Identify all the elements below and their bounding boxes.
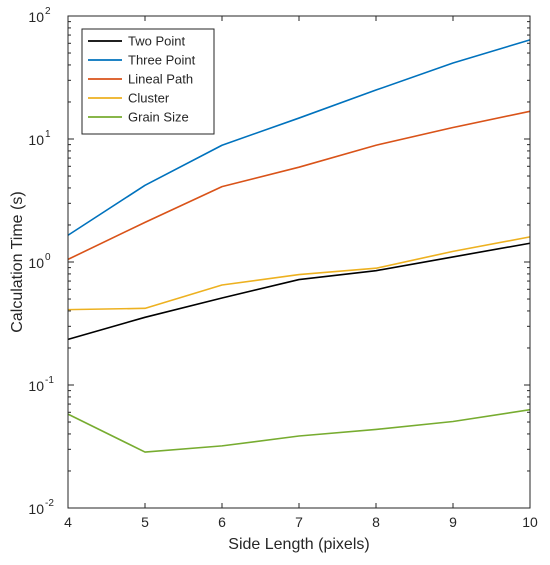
x-tick-label: 9 [449, 514, 457, 530]
x-tick-label: 8 [372, 514, 380, 530]
series-line-lineal-path [67, 110, 531, 261]
y-tick-label: 10 [28, 132, 44, 148]
y-tick-label: 10 [28, 501, 44, 517]
legend-label: Lineal Path [128, 72, 193, 87]
y-tick-base: 10 [28, 255, 44, 271]
legend-label: Two Point [128, 34, 185, 49]
y-tick-exponent: -2 [45, 498, 54, 509]
y-tick-base: 10 [28, 132, 44, 148]
legend-label: Grain Size [128, 110, 189, 125]
series-layer [67, 39, 531, 453]
y-tick-base: 10 [28, 501, 44, 517]
y-tick-base: 10 [28, 9, 44, 25]
y-tick-exponent: 1 [45, 129, 51, 140]
y-tick-exponent: 2 [45, 6, 51, 17]
x-tick-label: 4 [64, 514, 72, 530]
x-tick-label: 6 [218, 514, 226, 530]
y-tick-exponent: -1 [45, 375, 54, 386]
y-tick-base: 10 [28, 378, 44, 394]
x-tick-label: 10 [522, 514, 538, 530]
series-line-three-point [67, 39, 531, 236]
x-tick-label: 5 [141, 514, 149, 530]
y-tick-label: 10 [28, 255, 44, 271]
x-axis-title: Side Length (pixels) [228, 536, 369, 553]
y-tick-label: 10 [28, 378, 44, 394]
legend: Two Point Three Point Lineal Path Cluster Gr… [81, 28, 215, 135]
y-axis-title: Calculation Time (s) [9, 191, 26, 332]
y-tick-exponent: 0 [45, 252, 51, 263]
legend-label: Cluster [128, 91, 170, 106]
series-line-two-point [67, 242, 531, 341]
legend-label: Three Point [128, 53, 196, 68]
series-line-grain-size [67, 408, 531, 453]
x-tick-label: 7 [295, 514, 303, 530]
series-line-cluster [67, 236, 531, 311]
y-tick-label: 10 [28, 9, 44, 25]
